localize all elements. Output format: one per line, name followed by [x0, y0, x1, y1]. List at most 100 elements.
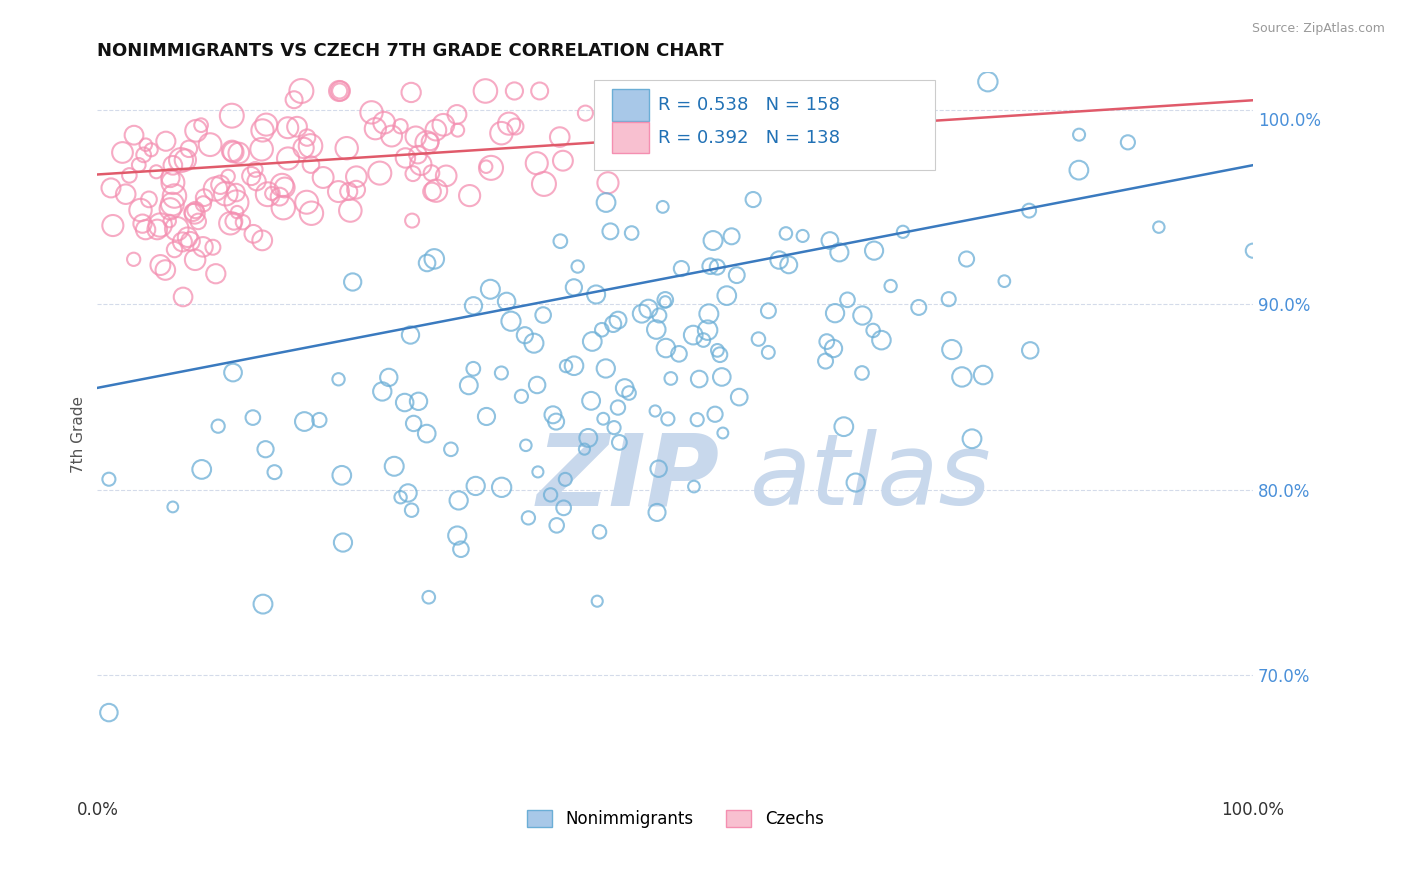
Point [527, 465, 550, 479]
Point [1018, 203, 1040, 218]
Point [609, 435, 631, 450]
Point [308, 413, 330, 427]
Point [682, 328, 704, 343]
Point [517, 511, 540, 525]
Point [399, 86, 422, 100]
Point [742, 193, 765, 207]
Point [222, 366, 245, 380]
Point [254, 442, 277, 457]
Point [440, 442, 463, 457]
Point [149, 258, 172, 272]
Point [586, 594, 609, 608]
Point [159, 202, 181, 216]
FancyBboxPatch shape [595, 79, 935, 170]
Point [671, 261, 693, 276]
Point [697, 307, 720, 321]
Point [637, 301, 659, 316]
Point [101, 219, 124, 233]
Point [193, 197, 215, 211]
Point [416, 426, 439, 441]
Point [273, 180, 295, 194]
Point [183, 206, 205, 220]
Point [129, 202, 152, 217]
Point [242, 410, 264, 425]
Point [425, 184, 447, 198]
Point [401, 213, 423, 227]
Point [408, 394, 430, 409]
Point [416, 136, 439, 150]
Point [184, 124, 207, 138]
Point [446, 528, 468, 542]
Point [269, 189, 291, 203]
Point [862, 323, 884, 337]
FancyBboxPatch shape [612, 121, 648, 153]
Point [706, 260, 728, 274]
Point [373, 116, 395, 130]
Point [579, 393, 602, 408]
Point [960, 432, 983, 446]
Point [187, 214, 209, 228]
Point [406, 147, 429, 161]
Point [242, 227, 264, 241]
Point [201, 240, 224, 254]
Point [603, 420, 626, 434]
Point [661, 92, 683, 106]
Point [870, 333, 893, 347]
Point [97, 472, 120, 486]
Point [526, 156, 548, 170]
Point [464, 479, 486, 493]
Point [655, 341, 678, 355]
Point [228, 146, 250, 161]
Point [837, 293, 859, 307]
Point [647, 461, 669, 475]
Text: Source: ZipAtlas.com: Source: ZipAtlas.com [1251, 22, 1385, 36]
Point [222, 214, 245, 228]
Point [728, 390, 751, 404]
Point [592, 411, 614, 425]
Point [555, 359, 578, 373]
Point [425, 123, 447, 137]
Point [747, 332, 769, 346]
Point [474, 84, 496, 98]
Point [567, 260, 589, 274]
Point [184, 252, 207, 267]
Point [149, 218, 172, 232]
Point [176, 230, 198, 244]
Point [529, 84, 551, 98]
Point [1116, 136, 1139, 150]
Point [292, 141, 315, 155]
Point [118, 169, 141, 183]
Point [394, 151, 416, 165]
Point [155, 263, 177, 277]
Point [283, 93, 305, 107]
Point [416, 256, 439, 270]
Point [526, 378, 548, 392]
Point [574, 442, 596, 457]
Point [138, 193, 160, 207]
Point [1067, 163, 1090, 178]
Point [1019, 343, 1042, 358]
Point [396, 486, 419, 500]
Point [378, 370, 401, 384]
Point [162, 197, 184, 211]
Point [644, 404, 666, 418]
Point [533, 177, 555, 191]
Point [491, 126, 513, 140]
Legend: Nonimmigrants, Czechs: Nonimmigrants, Czechs [520, 804, 831, 835]
Point [588, 524, 610, 539]
Point [250, 142, 273, 156]
Point [179, 235, 201, 249]
Point [458, 188, 481, 202]
Point [686, 412, 709, 426]
Point [204, 267, 226, 281]
Point [128, 158, 150, 172]
Point [204, 182, 226, 196]
Point [505, 120, 527, 134]
Point [402, 417, 425, 431]
Point [950, 370, 973, 384]
Point [645, 322, 668, 336]
Point [613, 381, 636, 395]
Point [818, 234, 841, 248]
Point [328, 372, 350, 386]
Point [246, 174, 269, 188]
